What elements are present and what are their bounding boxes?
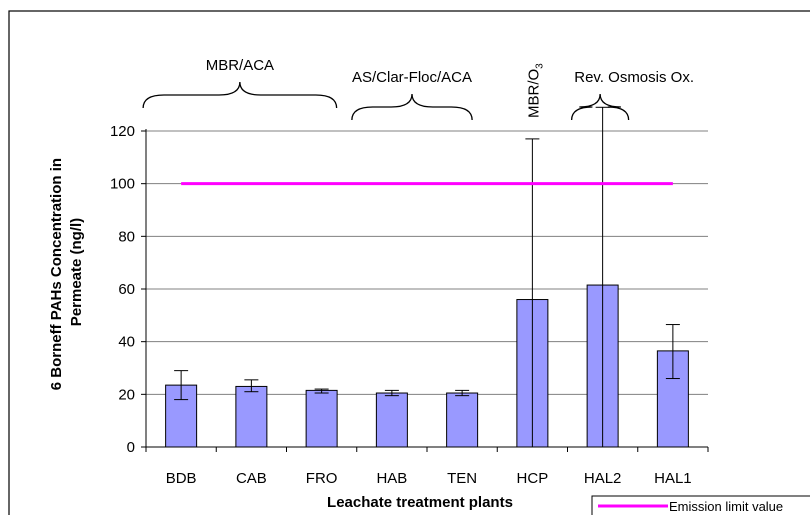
x-tick-label: HAL2 <box>584 470 622 487</box>
group-label-subscript: 3 <box>534 63 545 69</box>
legend-box <box>591 495 810 515</box>
y-tick-label: 40 <box>118 334 135 351</box>
y-tick-label: 60 <box>118 281 135 298</box>
y-tick-label: 120 <box>110 123 135 140</box>
bar <box>446 392 479 448</box>
legend-label: Emission limit value <box>669 499 783 514</box>
x-tick-label: HAB <box>376 470 407 487</box>
bar <box>305 389 338 448</box>
group-label: MBR/ACA <box>206 57 274 74</box>
y-axis-title: 6 Borneff PAHs Concentration in Permeate… <box>48 154 85 390</box>
y-axis-title-line-2: Permeate (ng/l) <box>68 218 85 326</box>
group-brace <box>142 81 338 109</box>
x-tick-label: HCP <box>517 470 549 487</box>
legend: Emission limit value <box>591 495 810 515</box>
group-label: AS/Clar-Floc/ACA <box>352 69 472 86</box>
group-label: Rev. Osmosis Ox. <box>574 69 694 86</box>
y-tick-label: 80 <box>118 228 135 245</box>
error-bars <box>174 106 680 447</box>
y-axis-title-line-1: 6 Borneff PAHs Concentration in <box>48 158 65 390</box>
bar <box>375 392 408 448</box>
x-tick-label: CAB <box>236 470 267 487</box>
y-tick-label: 100 <box>110 176 135 193</box>
x-axis-title: Leachate treatment plants <box>327 494 513 511</box>
y-tick-label: 0 <box>127 439 135 456</box>
group-annotations: MBR/ACA AS/Clar-Floc/ACA MBR/O3 Rev. Osmosi… <box>142 57 694 121</box>
group-brace <box>570 93 630 121</box>
y-axis: 0 20 40 60 80 100 120 <box>110 123 147 456</box>
x-tick-label: TEN <box>447 470 477 487</box>
group-label: MBR/O3 <box>525 63 545 118</box>
x-tick-label: FRO <box>306 470 338 487</box>
x-tick-label: BDB <box>166 470 197 487</box>
y-tick-label: 20 <box>118 386 135 403</box>
bar <box>235 385 268 448</box>
group-brace <box>351 93 473 121</box>
x-tick-label: HAL1 <box>654 470 692 487</box>
